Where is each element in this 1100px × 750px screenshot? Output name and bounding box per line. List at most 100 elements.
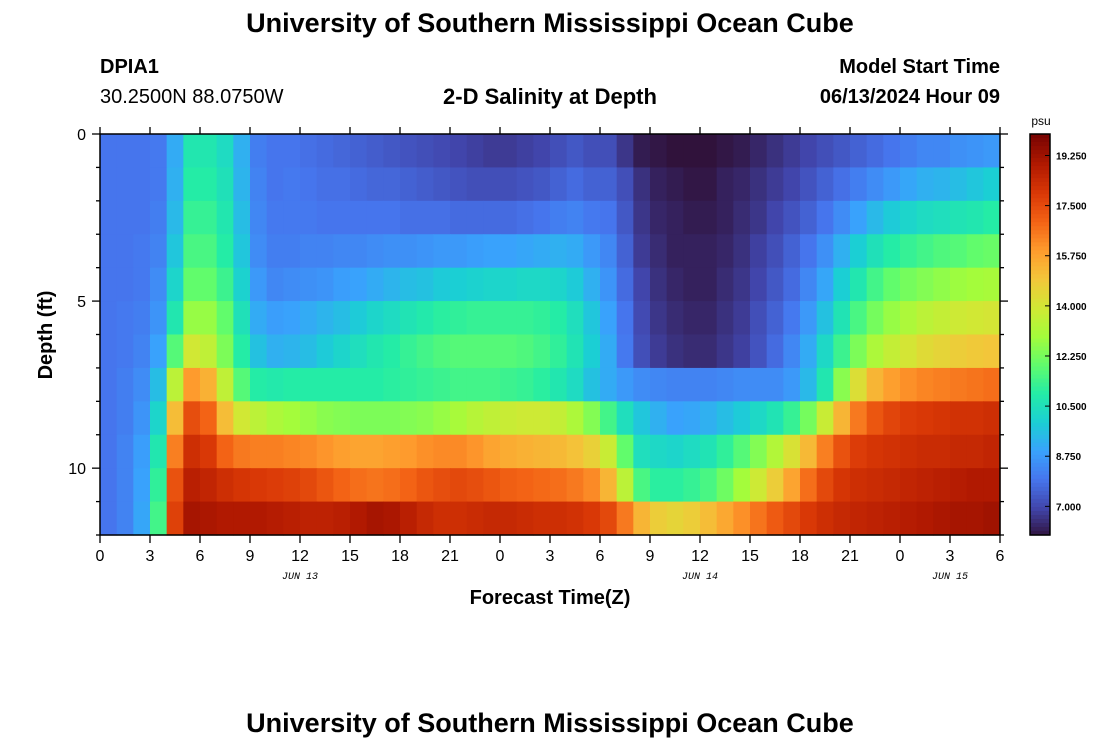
colorbar-segment — [1030, 494, 1050, 500]
heatmap-cell — [316, 301, 334, 336]
heatmap-cell — [600, 134, 618, 169]
colorbar-segment — [1030, 306, 1050, 312]
heatmap-cell — [166, 301, 184, 336]
heatmap-cell — [850, 334, 868, 369]
heatmap-cell — [883, 434, 901, 469]
heatmap-cell — [383, 267, 401, 302]
heatmap-cell — [783, 267, 801, 302]
heatmap-cell — [500, 301, 518, 336]
date-label: JUN 14 — [682, 572, 718, 583]
colorbar-segment — [1030, 418, 1050, 424]
heatmap-cell — [533, 134, 551, 169]
heatmap-cell — [766, 200, 784, 235]
heatmap-cell — [933, 434, 951, 469]
heatmap-cell — [116, 401, 134, 436]
heatmap-cell — [600, 200, 618, 235]
heatmap-cell — [266, 367, 284, 402]
heatmap-cell — [483, 401, 501, 436]
colorbar-segment — [1030, 206, 1050, 211]
heatmap-cell — [450, 367, 468, 402]
heatmap-cell — [466, 334, 484, 369]
heatmap-cell — [683, 401, 701, 436]
heatmap-cell — [766, 267, 784, 302]
heatmap-cell — [383, 334, 401, 369]
heatmap-cell — [116, 367, 134, 402]
heatmap-cell — [700, 334, 718, 369]
heatmap-cell — [283, 301, 301, 336]
heatmap-cell — [233, 200, 251, 235]
heatmap-cell — [216, 234, 234, 269]
heatmap-cell — [833, 134, 851, 169]
heatmap-cell — [783, 334, 801, 369]
heatmap-cell — [916, 501, 934, 536]
heatmap-cell — [566, 434, 584, 469]
heatmap-cell — [750, 401, 768, 436]
heatmap-cell — [116, 267, 134, 302]
colorbar-segment — [1030, 382, 1050, 388]
heatmap-cell — [183, 267, 201, 302]
heatmap-cell — [550, 234, 568, 269]
heatmap-cell — [416, 134, 434, 169]
colorbar-segment — [1030, 374, 1050, 380]
heatmap-cell — [816, 267, 834, 302]
heatmap-cell — [200, 200, 218, 235]
heatmap-cell — [883, 167, 901, 202]
heatmap-cell — [333, 200, 351, 235]
heatmap-cell — [400, 501, 418, 536]
heatmap-cell — [266, 301, 284, 336]
heatmap-cell — [150, 367, 168, 402]
heatmap-cell — [333, 367, 351, 402]
heatmap-cell — [150, 501, 168, 536]
heatmap-cell — [583, 434, 601, 469]
heatmap-cell — [750, 267, 768, 302]
colorbar-segment — [1030, 486, 1050, 492]
colorbar-segment — [1030, 286, 1050, 291]
heatmap-cell — [633, 401, 651, 436]
heatmap-cell — [716, 501, 734, 536]
heatmap-cell — [483, 200, 501, 235]
heatmap-cell — [633, 234, 651, 269]
heatmap-cell — [183, 434, 201, 469]
heatmap-cell — [383, 468, 401, 503]
heatmap-cell — [133, 501, 151, 536]
heatmap-cell — [516, 167, 534, 202]
heatmap-cell — [600, 434, 618, 469]
colorbar-segment — [1030, 366, 1050, 372]
heatmap-cell — [666, 434, 684, 469]
heatmap-cell — [900, 367, 918, 402]
heatmap-cell — [350, 167, 368, 202]
heatmap-cell — [683, 501, 701, 536]
y-axis-label: Depth (ft) — [35, 291, 57, 380]
heatmap-cell — [166, 334, 184, 369]
heatmap-cell — [950, 267, 968, 302]
heatmap-cell — [116, 234, 134, 269]
colorbar-segment — [1030, 482, 1050, 488]
heatmap-cell — [300, 301, 318, 336]
heatmap-cell — [450, 334, 468, 369]
heatmap-cell — [733, 301, 751, 336]
colorbar-segment — [1030, 318, 1050, 324]
heatmap-cell — [100, 301, 118, 336]
heatmap-cell — [383, 234, 401, 269]
heatmap-cell — [450, 200, 468, 235]
heatmap-cell — [150, 468, 168, 503]
heatmap-cell — [850, 434, 868, 469]
heatmap-cell — [533, 401, 551, 436]
heatmap-cell — [416, 200, 434, 235]
colorbar-segment — [1030, 238, 1050, 243]
heatmap-cell — [916, 334, 934, 369]
colorbar-segment — [1030, 198, 1050, 203]
heatmap-cell — [683, 434, 701, 469]
x-tick-label: 0 — [96, 548, 105, 565]
heatmap-cell — [666, 134, 684, 169]
heatmap-cell — [683, 134, 701, 169]
heatmap-cell — [783, 301, 801, 336]
heatmap-cell — [583, 367, 601, 402]
heatmap-cell — [450, 267, 468, 302]
heatmap-cell — [916, 401, 934, 436]
heatmap-cell — [700, 200, 718, 235]
heatmap-cell — [300, 234, 318, 269]
heatmap-cell — [950, 167, 968, 202]
heatmap-cell — [900, 301, 918, 336]
heatmap-cell — [816, 401, 834, 436]
